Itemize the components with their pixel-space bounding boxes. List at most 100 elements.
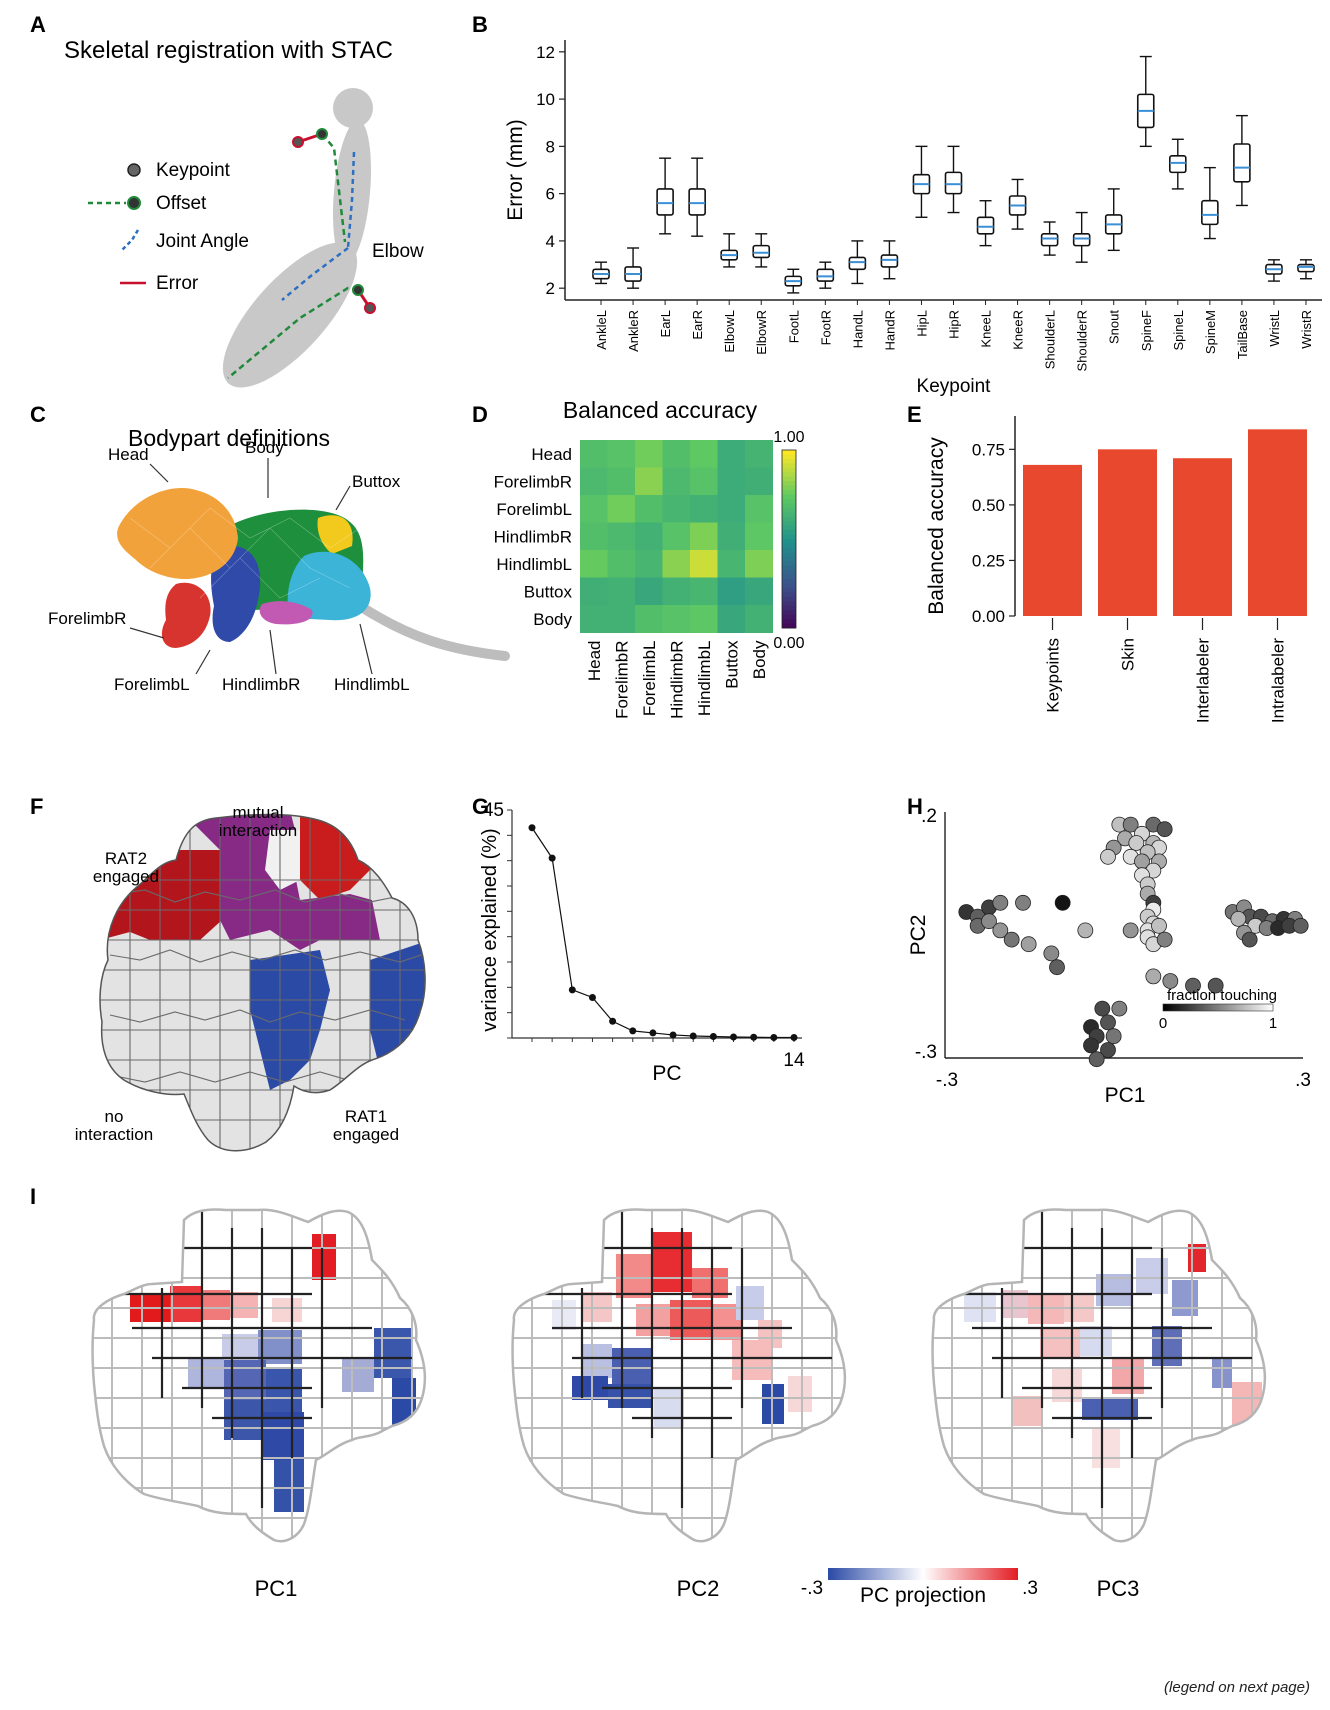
g-point: [568, 986, 576, 994]
rat-hindlimbr-shape: [259, 601, 313, 625]
panel-c-title: Bodypart definitions: [128, 425, 330, 451]
d-colorbar-segment: [782, 574, 796, 580]
region-unassigned-top: [265, 830, 300, 890]
d-cell: [662, 467, 691, 496]
g-point: [629, 1027, 637, 1035]
pc-map-cell: [1082, 1398, 1138, 1420]
g-series-line: [531, 827, 794, 1039]
b-x-tick-label: SpineL: [1171, 310, 1186, 350]
panel-letter-f: F: [30, 794, 43, 819]
pc-map-cell: [654, 1388, 684, 1428]
d-cell: [717, 440, 746, 468]
h-x-axis-title: PC1: [1105, 1084, 1146, 1107]
b-x-tick-label: SpineM: [1203, 310, 1218, 354]
b-y-tick-label: 8: [546, 137, 555, 156]
b-x-tick-label: HandR: [882, 310, 897, 350]
h-point: [1105, 1028, 1122, 1045]
d-cell: [580, 522, 608, 551]
offset-line-upper: [321, 133, 347, 243]
b-x-tick-label: SpineF: [1139, 310, 1154, 351]
e-x-tick-label: Keypoints: [1044, 638, 1063, 713]
pc-map-cell: [274, 1460, 304, 1512]
label-no-interaction: no interaction: [75, 1107, 153, 1144]
e-y-tick-label: 0.50: [972, 496, 1005, 515]
d-cell: [690, 577, 718, 606]
h-point: [1122, 816, 1139, 833]
d-cell: [580, 605, 608, 633]
g-y-axis-title: variance explained (%): [479, 828, 501, 1031]
pointer-forelimbl: [195, 649, 211, 675]
e-y-tick-label: 0.00: [972, 607, 1005, 626]
map-title-pc3: PC3: [1097, 1576, 1140, 1601]
head-joint-shape: [333, 88, 373, 128]
d-row-label: Buttox: [524, 582, 573, 601]
b-box: [848, 256, 867, 271]
b-box: [1040, 233, 1059, 247]
panel-letter-g: G: [472, 794, 489, 819]
pointer-head: [149, 463, 169, 483]
b-box: [944, 171, 963, 195]
b-x-tick-label: AnkleL: [594, 310, 609, 350]
pc-map-cell: [170, 1286, 202, 1322]
elbow-label: Elbow: [372, 241, 424, 262]
d-colorbar-segment: [782, 623, 796, 629]
d-colorbar-segment: [782, 552, 796, 558]
d-cell: [635, 550, 663, 578]
h-point: [1100, 848, 1116, 865]
h-point: [1151, 917, 1167, 934]
panel-f-behavior-map: F mutual interaction RAT2 engaged no intera…: [30, 794, 426, 1152]
h-point: [1094, 1000, 1111, 1017]
d-row-label: ForelimbL: [496, 500, 572, 519]
b-x-tick-label: ElbowL: [722, 310, 737, 353]
g-point: [770, 1033, 778, 1041]
e-bar: [1098, 449, 1157, 616]
b-y-axis-title: Error (mm): [504, 119, 527, 220]
e-x-tick-label: Skin: [1119, 638, 1138, 671]
pc-map-cell: [552, 1300, 576, 1330]
h-point: [992, 922, 1009, 939]
pc-map-2: [511, 1208, 847, 1543]
d-cell: [635, 495, 663, 523]
b-box: [1233, 143, 1251, 183]
h-point: [1020, 936, 1037, 953]
forearm-shape: [222, 242, 358, 388]
pc-map-grid-dark: [122, 1209, 412, 1508]
d-cell: [607, 467, 636, 496]
d-cell: [717, 550, 746, 578]
d-colorbar-segment: [782, 494, 796, 500]
pc-map-cell: [342, 1358, 374, 1392]
d-col-label: Head: [585, 641, 604, 682]
d-cell: [717, 577, 746, 606]
d-colorbar-segment: [782, 605, 796, 611]
d-colorbar-segment: [782, 547, 796, 553]
d-colorbar-segment: [782, 570, 796, 576]
d-row-label: HindlimbR: [494, 527, 572, 546]
h-y-axis-title: PC2: [907, 915, 930, 956]
d-colorbar-segment: [782, 458, 796, 464]
d-col-label: ForelimbL: [640, 641, 659, 717]
label-mutual-line1: mutual: [232, 803, 283, 822]
h-point: [1292, 917, 1309, 934]
d-cell: [580, 467, 608, 496]
d-colorbar-segment: [782, 565, 796, 571]
h-point: [1156, 931, 1173, 948]
d-colorbar-segment: [782, 534, 796, 540]
panel-letter-d: D: [472, 402, 488, 427]
b-x-tick-label: AnkleR: [626, 310, 641, 352]
legend-keypoint-label: Keypoint: [156, 160, 231, 181]
pc-map-cells: [932, 1209, 1265, 1542]
pc-colorbar-min: -.3: [801, 1578, 823, 1599]
d-cell: [607, 605, 636, 633]
rat-tail-shape: [355, 601, 510, 661]
d-colorbar-segment: [782, 490, 796, 495]
h-point: [1043, 945, 1060, 962]
d-row-label: ForelimbR: [494, 472, 572, 491]
d-row-label: Head: [531, 445, 572, 464]
g-point: [528, 824, 536, 832]
b-y-tick-label: 12: [536, 43, 555, 62]
d-cell: [690, 522, 718, 551]
map-cell-borders: [100, 814, 426, 1151]
d-colorbar-segment: [782, 521, 796, 527]
e-y-tick-label: 0.25: [972, 551, 1005, 570]
